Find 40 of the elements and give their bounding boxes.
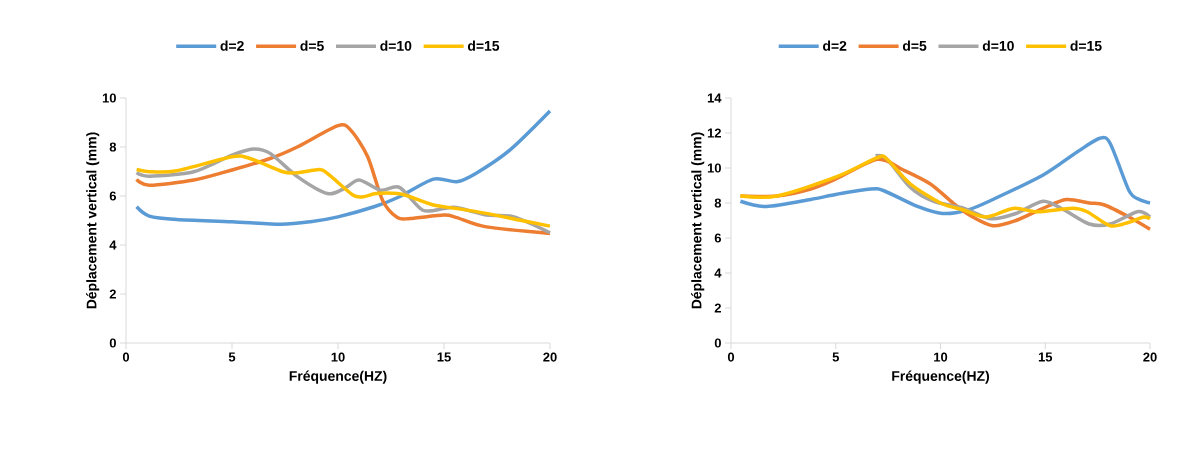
legend-label: d=2 [823, 40, 847, 51]
y-axis-title: Déplacement vertical (mm) [86, 132, 100, 309]
legend-label: d=15 [1070, 40, 1102, 51]
y-tick-label: 12 [707, 128, 721, 138]
x-tick-label: 5 [228, 352, 236, 362]
y-tick-label: 4 [109, 240, 117, 250]
y-tick-label: 0 [109, 338, 116, 348]
x-axis-title: Fréquence(HZ) [289, 370, 387, 384]
x-tick-label: 20 [543, 352, 557, 362]
y-tick-label: 6 [714, 233, 722, 243]
x-tick-label: 0 [122, 352, 130, 362]
x-tick-label: 5 [832, 352, 839, 362]
x-tick-label: 0 [727, 352, 735, 362]
legend-label: d=10 [982, 40, 1014, 51]
line-series [738, 135, 1152, 216]
legend-label: d=5 [300, 40, 324, 51]
y-tick-label: 8 [714, 198, 722, 208]
y-tick-label: 2 [714, 303, 721, 313]
x-axis-title: Fréquence(HZ) [892, 370, 990, 384]
legend-label: d=2 [220, 40, 244, 51]
line-series [134, 109, 552, 226]
y-tick-label: 8 [109, 142, 117, 152]
line-series [134, 154, 552, 228]
legend-label: d=15 [467, 40, 500, 51]
x-tick-label: 15 [437, 352, 451, 362]
x-tick-label: 10 [934, 352, 948, 362]
y-tick-label: 10 [707, 163, 721, 173]
x-tick-label: 10 [331, 352, 345, 362]
line-series [134, 123, 552, 236]
y-tick-label: 10 [102, 93, 116, 103]
y-axis-title: Déplacement vertical (mm) [691, 132, 705, 309]
y-tick-label: 4 [714, 268, 722, 278]
x-tick-label: 15 [1038, 352, 1053, 362]
y-tick-label: 14 [707, 93, 722, 103]
y-tick-label: 6 [109, 191, 117, 201]
y-tick-label: 0 [714, 338, 721, 348]
x-tick-label: 20 [1143, 352, 1157, 362]
legend-label: d=10 [380, 40, 412, 51]
y-tick-label: 2 [109, 289, 116, 299]
legend-label: d=5 [902, 40, 927, 51]
